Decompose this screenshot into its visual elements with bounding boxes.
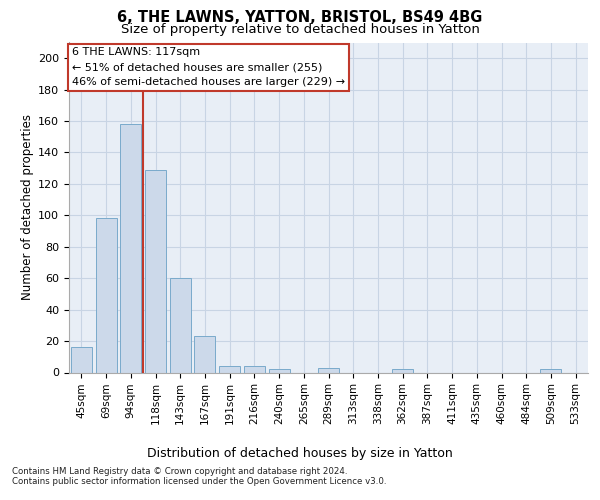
Bar	[145, 170, 166, 372]
Bar	[244, 366, 265, 372]
Bar	[170, 278, 191, 372]
Bar	[120, 124, 141, 372]
Bar	[219, 366, 240, 372]
Bar	[541, 370, 562, 372]
Bar	[392, 370, 413, 372]
Y-axis label: Number of detached properties: Number of detached properties	[21, 114, 34, 300]
Text: Distribution of detached houses by size in Yatton: Distribution of detached houses by size …	[147, 448, 453, 460]
Text: 6, THE LAWNS, YATTON, BRISTOL, BS49 4BG: 6, THE LAWNS, YATTON, BRISTOL, BS49 4BG	[118, 10, 482, 25]
Bar	[269, 370, 290, 372]
Text: Contains HM Land Registry data © Crown copyright and database right 2024.: Contains HM Land Registry data © Crown c…	[12, 467, 347, 476]
Text: Contains public sector information licensed under the Open Government Licence v3: Contains public sector information licen…	[12, 477, 386, 486]
Text: Size of property relative to detached houses in Yatton: Size of property relative to detached ho…	[121, 22, 479, 36]
Bar	[95, 218, 116, 372]
Bar	[194, 336, 215, 372]
Bar	[318, 368, 339, 372]
Bar	[71, 348, 92, 372]
Text: 6 THE LAWNS: 117sqm
← 51% of detached houses are smaller (255)
46% of semi-detac: 6 THE LAWNS: 117sqm ← 51% of detached ho…	[71, 48, 345, 87]
